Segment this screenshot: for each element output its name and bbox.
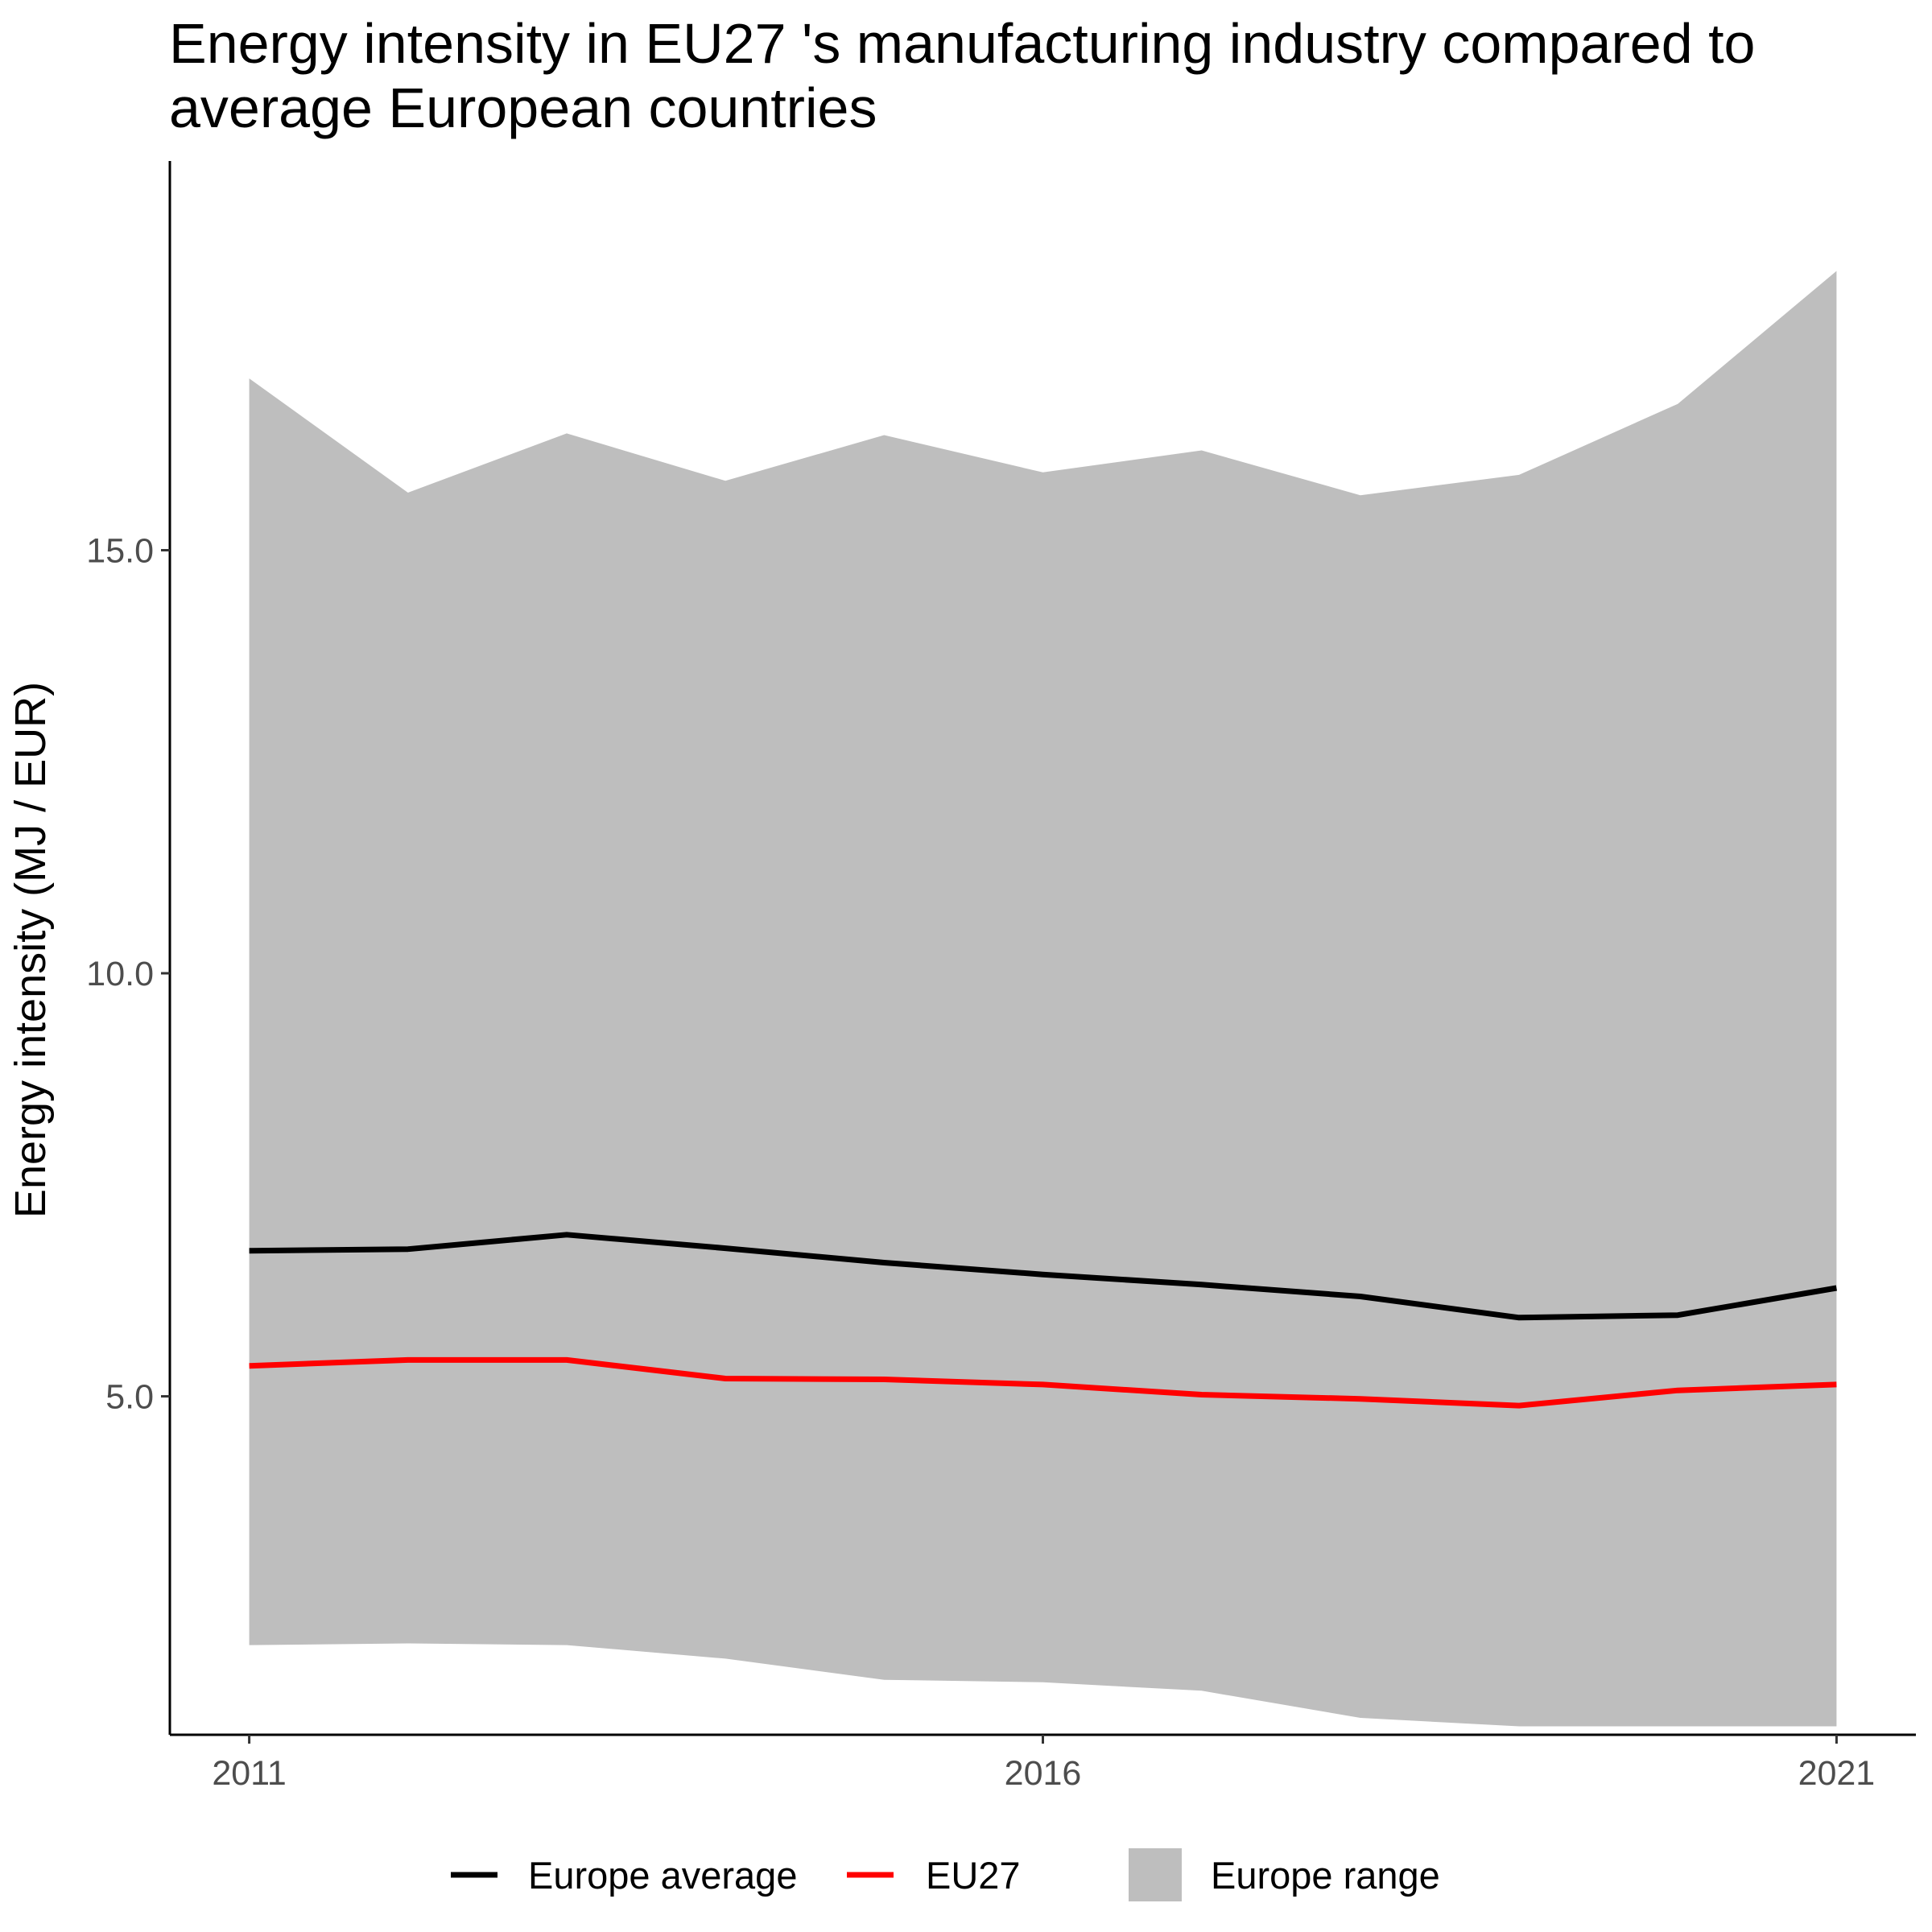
x-tick-label: 2016 — [1005, 1754, 1082, 1793]
plot-area — [249, 270, 1837, 1727]
x-tick-label: 2021 — [1798, 1754, 1876, 1793]
y-tick-label: 5.0 — [105, 1378, 154, 1417]
chart-title-line-1: Energy intensity in EU27 's manufacturin… — [169, 12, 1756, 75]
europe-average-line — [249, 1232, 1837, 1321]
europe-range-ribbon — [249, 270, 1837, 1727]
legend: Europe average EU27 Europe range — [451, 1848, 1440, 1901]
chart-title: Energy intensity in EU27 's manufacturin… — [169, 11, 1900, 140]
legend-label-eu27: EU27 — [926, 1854, 1021, 1897]
y-tick-label: 10.0 — [86, 955, 154, 993]
y-axis-ticks: 5.0 10.0 15.0 — [86, 531, 170, 1417]
legend-key-europe-range — [1129, 1848, 1182, 1901]
eu27-line — [249, 1356, 1837, 1409]
y-tick-label: 15.0 — [86, 531, 154, 570]
y-axis-title: Energy intensity (MJ / EUR) — [6, 682, 55, 1218]
legend-label-europe-average: Europe average — [528, 1854, 797, 1897]
chart-title-line-2: average European countries — [169, 76, 877, 139]
x-axis-ticks: 2011 2016 2021 — [212, 1735, 1875, 1793]
x-tick-label: 2011 — [212, 1754, 286, 1793]
legend-label-europe-range: Europe range — [1211, 1854, 1440, 1897]
